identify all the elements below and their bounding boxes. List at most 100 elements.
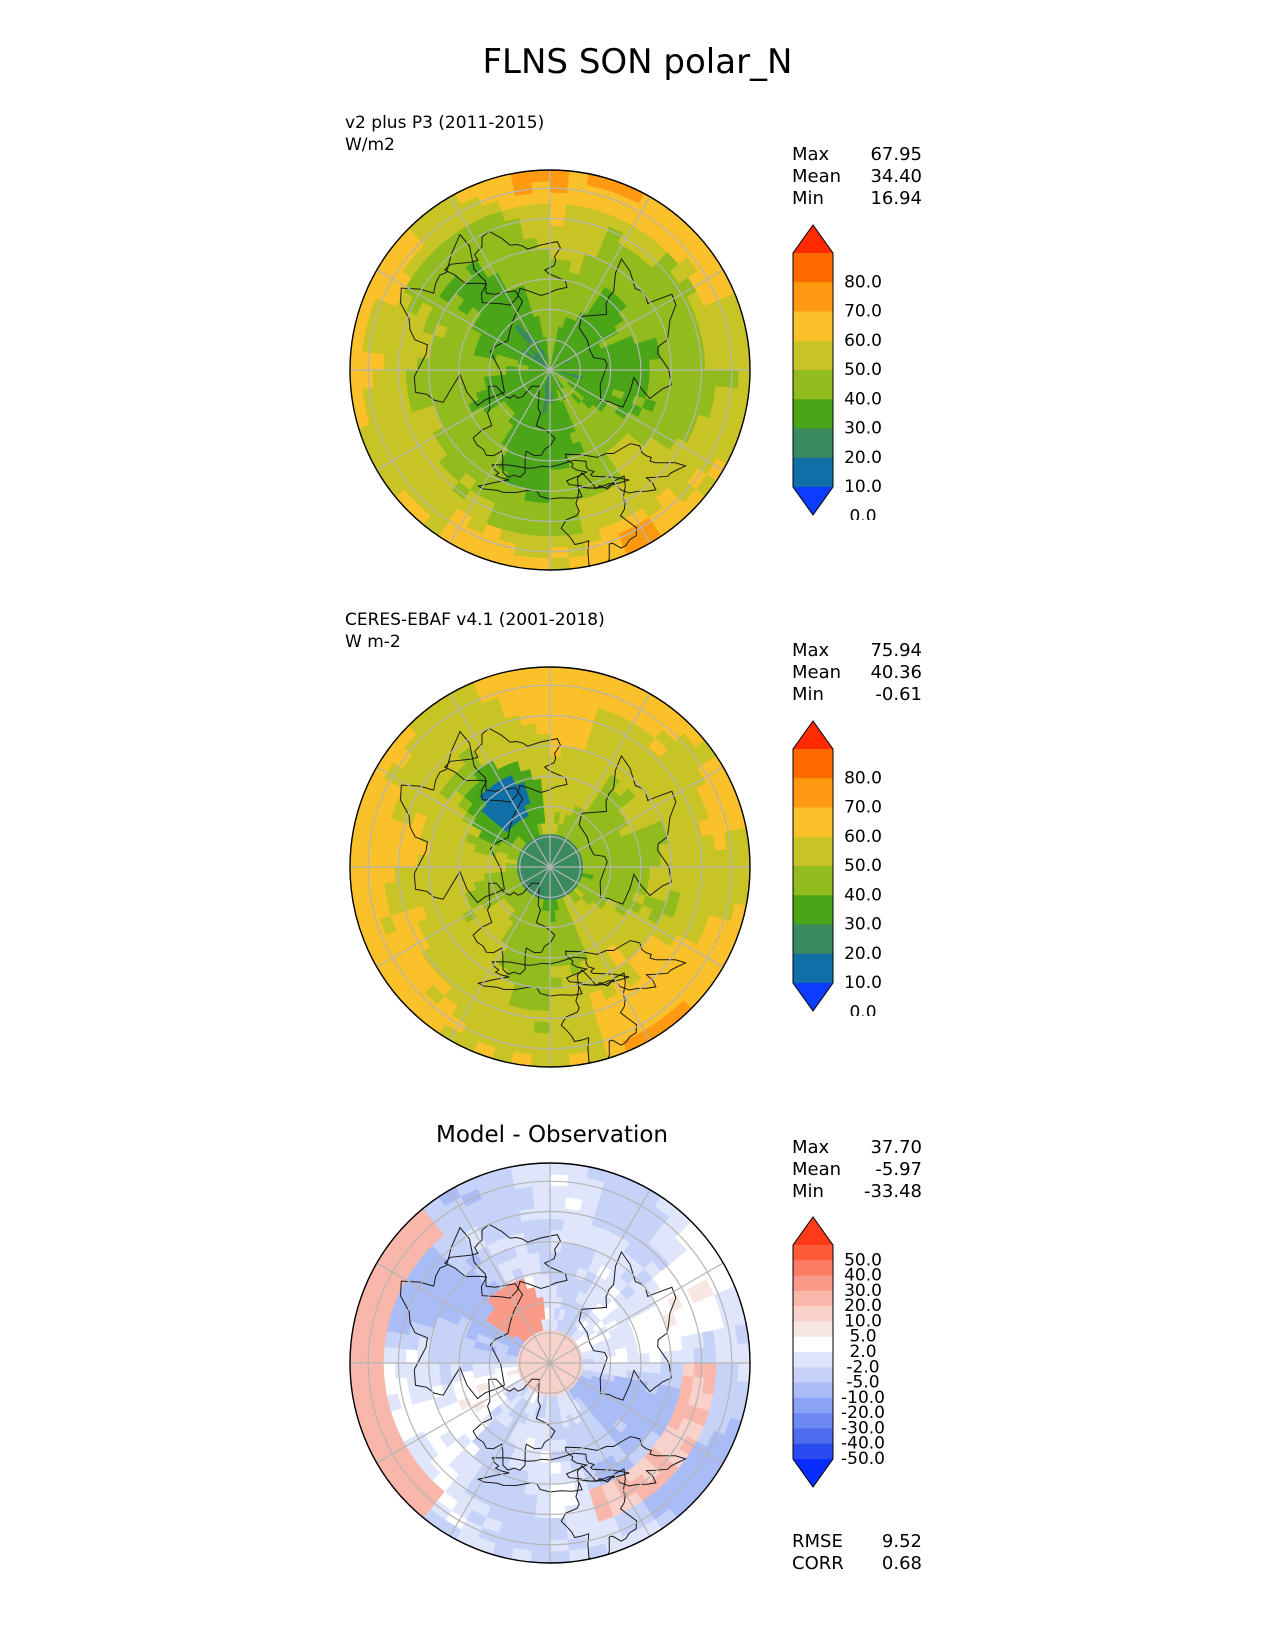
colorbar-tick-label: -20.0 — [841, 1403, 885, 1423]
map-boundary — [349, 1162, 751, 1564]
colorbar-tick-label: -50.0 — [841, 1449, 885, 1469]
panel-1-stats: Max 67.95 Mean 34.40 Min 16.94 — [792, 144, 922, 210]
coastline — [399, 1226, 524, 1400]
meridian-line — [376, 1362, 551, 1464]
meridian-line — [376, 369, 551, 471]
coastline — [399, 233, 524, 407]
graticule — [350, 1163, 750, 1563]
panel-3-polar-map — [349, 1162, 751, 1564]
meridian-line — [549, 369, 724, 471]
colorbar-extend-max — [793, 1217, 833, 1245]
panel-2-dataset-label: CERES-EBAF v4.1 (2001-2018) — [345, 610, 605, 630]
colorbar-tick-label: 20.0 — [844, 944, 882, 964]
colorbar-tick-label: 2.0 — [849, 1342, 876, 1362]
colorbar-tick-label: -40.0 — [841, 1434, 885, 1454]
map-field — [350, 170, 750, 570]
colorbar-segment — [793, 749, 833, 779]
coastline — [476, 1452, 630, 1493]
meridian-line — [549, 693, 651, 868]
figure-title: FLNS SON polar_N — [482, 42, 793, 82]
coastline — [564, 443, 687, 494]
colorbar-segment — [793, 340, 833, 371]
colorbar-segment — [793, 1367, 833, 1384]
meridian-line — [449, 1362, 551, 1537]
colorbar-segment — [793, 836, 833, 867]
colorbar-segment — [793, 1428, 833, 1445]
stat-rmse: RMSE 9.52 — [792, 1531, 922, 1552]
stat-mean: Mean 40.36 — [792, 662, 922, 683]
coastline — [443, 230, 568, 306]
colorbar-tick-label: 70.0 — [844, 798, 882, 818]
coastline — [560, 969, 638, 1066]
stat-min: Min 16.94 — [792, 188, 922, 209]
panel-3-extra-stats: RMSE 9.52 CORR 0.68 — [792, 1531, 922, 1575]
colorbar-segment — [793, 1245, 833, 1261]
stat-max: Max 37.70 — [792, 1137, 922, 1158]
colorbar-tick-label: 40.0 — [844, 885, 882, 905]
colorbar-tick-label: 10.0 — [844, 973, 882, 993]
panel-1-header: v2 plus P3 (2011-2015) W/m2 — [345, 112, 544, 156]
coastline — [399, 730, 524, 904]
stat-max: Max 75.94 — [792, 640, 922, 661]
colorbar-extend-min — [793, 487, 833, 515]
panel-1-units-label: W/m2 — [345, 135, 395, 155]
meridian-line — [449, 369, 551, 544]
map-boundary — [349, 169, 751, 571]
meridian-line — [549, 369, 651, 544]
colorbar-segment — [793, 1336, 833, 1353]
stat-min: Min -33.48 — [792, 1181, 922, 1202]
meridian-line — [549, 866, 724, 968]
meridian-line — [549, 1189, 651, 1364]
coastline — [443, 727, 568, 803]
colorbar-segment — [793, 778, 833, 808]
colorbar-tick-label: 80.0 — [844, 272, 882, 292]
colorbar-tick-label: -2.0 — [846, 1357, 879, 1377]
meridian-line — [549, 766, 724, 868]
colorbar-tick-label: 40.0 — [844, 389, 882, 409]
meridian-line — [376, 766, 551, 868]
colorbar-segment — [793, 399, 833, 429]
stat-max: Max 67.95 — [792, 144, 922, 165]
colorbar-extend-min — [793, 1459, 833, 1487]
colorbar-tick-label: -5.0 — [846, 1373, 879, 1393]
meridian-line — [376, 866, 551, 968]
colorbar-tick-label: 30.0 — [844, 419, 882, 439]
stat-mean: Mean -5.97 — [792, 1159, 922, 1180]
meridian-line — [549, 1262, 724, 1364]
panel-3-title: Model - Observation — [435, 1122, 669, 1148]
panel-1-colorbar: 80.0 70.0 60.0 50.0 40.0 30.0 20.0 10.0 0.0 — [792, 224, 882, 520]
colorbar-tick-label: 5.0 — [849, 1327, 876, 1347]
colorbar-segment — [793, 311, 833, 342]
colorbar-segment — [793, 1382, 833, 1399]
coastline — [564, 940, 687, 991]
colorbar-segment — [793, 924, 833, 955]
coastline — [578, 1250, 677, 1401]
panel-2-colorbar: 80.0 70.0 60.0 50.0 40.0 30.0 20.0 10.0 0.0 — [792, 720, 882, 1016]
coastline — [560, 1465, 638, 1562]
colorbar-segment — [793, 253, 833, 283]
colorbar-extend-max — [793, 721, 833, 749]
colorbar-tick-label: 0.0 — [849, 1002, 876, 1016]
colorbar-extend-min — [793, 983, 833, 1011]
colorbar-segment — [793, 1443, 833, 1460]
map-field — [350, 667, 750, 1067]
colorbar-tick-label: 40.0 — [844, 1266, 882, 1286]
panel-1-polar-map — [349, 169, 751, 571]
meridian-line — [449, 866, 551, 1041]
colorbar-segment — [793, 866, 833, 896]
coastline — [476, 956, 630, 997]
colorbar-tick-label: 10.0 — [844, 1311, 882, 1331]
colorbar-segment — [793, 1260, 833, 1277]
colorbar-segment — [793, 282, 833, 312]
coastline — [476, 459, 630, 500]
colorbar-tick-label: 80.0 — [844, 768, 882, 788]
colorbar-segment — [793, 1397, 833, 1414]
colorbar-segment — [793, 807, 833, 838]
map-field — [350, 1163, 750, 1563]
meridian-line — [376, 1262, 551, 1364]
map-boundary — [349, 666, 751, 1068]
colorbar-segment — [793, 1413, 833, 1429]
stat-mean: Mean 34.40 — [792, 166, 922, 187]
coastline — [560, 472, 638, 569]
colorbar-tick-label: 70.0 — [844, 302, 882, 322]
